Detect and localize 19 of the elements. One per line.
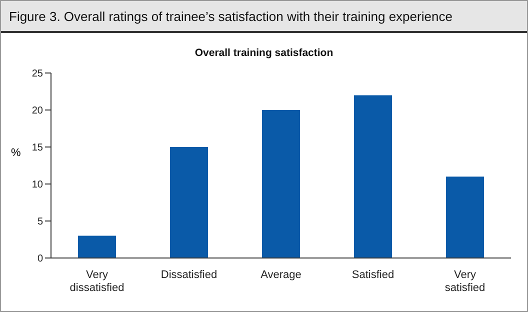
x-tick-label: Average <box>260 269 302 281</box>
y-tick-label: 5 <box>37 216 44 228</box>
y-tick-label: 15 <box>32 142 44 154</box>
x-tick-label: Satisfied <box>352 269 394 281</box>
bar <box>354 95 392 258</box>
bar <box>262 110 300 258</box>
y-tick-label: 25 <box>32 68 44 80</box>
y-tick-label: 10 <box>32 180 44 191</box>
x-tick-label: Dissatisfied <box>160 269 218 281</box>
y-axis-title: % <box>11 147 21 159</box>
bar <box>446 176 484 258</box>
bar <box>78 236 116 258</box>
x-tick-label: Very dissatisfied <box>70 269 124 294</box>
y-tick-label: 20 <box>32 106 44 117</box>
x-tick-label: Very satisfied <box>444 269 486 294</box>
y-tick-label: 0 <box>37 254 44 265</box>
chart-title: Figure 3. Overall ratings of trainee’s satisfaction with their training experience <box>1 1 527 33</box>
bar <box>170 147 208 258</box>
chart-subtitle: Overall training satisfaction <box>194 47 334 59</box>
